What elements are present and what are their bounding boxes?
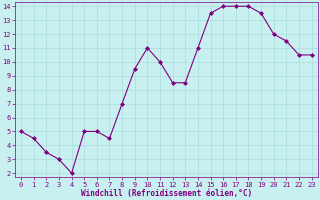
X-axis label: Windchill (Refroidissement éolien,°C): Windchill (Refroidissement éolien,°C) bbox=[81, 189, 252, 198]
